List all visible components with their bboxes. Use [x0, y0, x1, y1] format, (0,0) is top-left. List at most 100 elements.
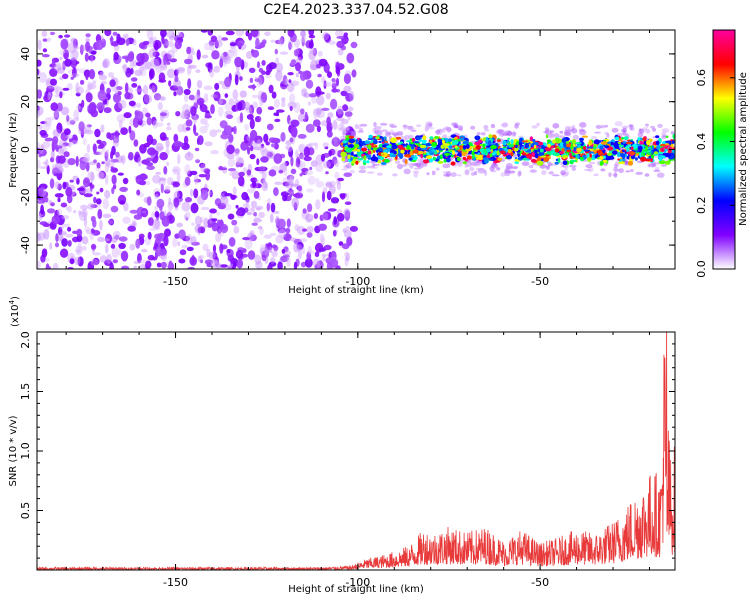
- spectrogram-noise-blob: [191, 222, 195, 226]
- spectrogram-signal-blob: [545, 147, 552, 152]
- spectrogram-signal-blob: [658, 160, 666, 165]
- spectrogram-halo-blob: [600, 168, 606, 172]
- spectrogram-noise-blob: [42, 38, 48, 42]
- spectrogram-noise-blob: [196, 49, 201, 60]
- spectrogram-noise-blob: [106, 253, 112, 265]
- spectrogram-noise-blob: [231, 219, 238, 226]
- spectrogram-noise-blob: [109, 79, 116, 88]
- spectrogram-halo-blob: [470, 125, 476, 130]
- spectrogram-signal-blob: [367, 137, 374, 140]
- spectrogram-noise-blob: [189, 51, 196, 56]
- spectrogram-noise-blob: [227, 49, 235, 59]
- spectrogram-noise-blob: [46, 165, 50, 175]
- spectrogram-noise-blob: [132, 39, 137, 46]
- spectrogram-signal-blob: [342, 140, 347, 144]
- spectrogram-halo-blob: [373, 122, 377, 127]
- spectrogram-signal-blob: [436, 144, 442, 148]
- spectrogram-signal-blob: [437, 138, 442, 144]
- spectrogram-noise-blob: [135, 238, 141, 249]
- spectrogram-noise-blob: [325, 171, 329, 175]
- spectrogram-halo-blob: [395, 160, 401, 165]
- spectrogram-noise-blob: [40, 121, 47, 125]
- spectrogram-noise-blob: [122, 216, 131, 224]
- spectrogram-noise-blob: [117, 99, 127, 110]
- spectrogram-noise-blob: [151, 58, 160, 70]
- spectrogram-noise-blob: [235, 249, 244, 259]
- spectrogram-noise-blob: [307, 203, 313, 213]
- spectrogram-noise-blob: [221, 37, 229, 41]
- spectrogram-noise-blob: [99, 187, 104, 193]
- spectrogram-noise-blob: [304, 111, 308, 121]
- spectrogram-noise-blob: [321, 120, 328, 127]
- spectrogram-signal-blob: [381, 152, 388, 158]
- spectrogram-signal-blob: [554, 148, 560, 153]
- spectrogram-noise-blob: [76, 234, 83, 242]
- spectrogram-noise-blob: [172, 168, 179, 173]
- y-tick-label: 20: [19, 95, 32, 109]
- spectrogram-noise-blob: [37, 105, 40, 112]
- spectrogram-noise-blob: [318, 223, 327, 231]
- spectrogram-signal-blob: [368, 134, 373, 139]
- spectrogram-noise-blob: [201, 104, 208, 113]
- spectrogram-noise-blob: [57, 183, 62, 191]
- spectrogram-noise-blob: [168, 260, 173, 269]
- spectrogram-noise-blob: [299, 71, 307, 82]
- spectrogram-noise-blob: [275, 70, 283, 82]
- spectrogram-noise-blob: [321, 212, 329, 221]
- spectrogram-noise-blob: [81, 245, 87, 251]
- spectrogram-noise-blob: [60, 202, 68, 208]
- spectrogram-noise-blob: [232, 89, 239, 100]
- spectrogram-halo-blob: [630, 126, 635, 131]
- spectrogram-noise-blob: [198, 174, 207, 178]
- spectrogram-noise-blob: [146, 39, 156, 48]
- spectrogram-noise-blob: [66, 134, 74, 140]
- spectrogram-noise-blob: [58, 226, 63, 235]
- spectrogram-signal-blob: [514, 147, 519, 152]
- spectrogram-noise-blob: [194, 178, 202, 183]
- spectrogram-signal-blob: [446, 157, 451, 163]
- spectrogram-noise-blob: [227, 157, 235, 167]
- spectrogram-signal-blob: [569, 152, 572, 156]
- x-tick-label: -50: [531, 275, 549, 288]
- spectrogram-signal-blob: [526, 158, 530, 161]
- spectrogram-noise-blob: [112, 231, 121, 240]
- spectrogram-noise-blob: [173, 133, 179, 143]
- spectrogram-noise-blob: [84, 52, 89, 62]
- spectrogram-halo-blob: [565, 171, 570, 176]
- spectrogram-noise-blob: [232, 186, 237, 195]
- spectrogram-halo-blob: [529, 169, 538, 173]
- spectrogram-noise-blob: [75, 82, 80, 93]
- spectrogram-noise-blob: [168, 80, 172, 87]
- spectrogram-noise-blob: [315, 107, 322, 115]
- spectrogram-noise-blob: [104, 157, 111, 167]
- spectrogram-halo-blob: [511, 166, 519, 170]
- spectrogram-noise-blob: [118, 236, 128, 242]
- spectrogram-signal-blob: [559, 151, 565, 155]
- spectrogram-signal-blob: [437, 160, 444, 164]
- spectrogram-noise-blob: [224, 193, 233, 197]
- spectrogram-halo-blob: [341, 168, 348, 171]
- spectrogram-noise-blob: [285, 180, 294, 189]
- spectrogram-noise-blob: [200, 30, 208, 33]
- spectrogram-halo-blob: [553, 133, 560, 138]
- spectrogram-noise-blob: [178, 229, 186, 240]
- spectrogram-noise-blob: [185, 234, 193, 244]
- spectrogram-noise-blob: [150, 36, 157, 41]
- spectrogram-noise-blob: [275, 62, 284, 73]
- spectrogram-noise-blob: [209, 129, 218, 138]
- spectrogram-signal-blob: [386, 145, 392, 149]
- spectrogram-noise-blob: [340, 193, 346, 200]
- spectrogram-signal-blob: [543, 156, 550, 163]
- spectrogram-noise-blob: [312, 258, 321, 269]
- spectrogram-noise-blob: [90, 171, 95, 183]
- spectrogram-noise-blob: [340, 119, 344, 131]
- spectrogram-halo-blob: [475, 167, 484, 171]
- spectrogram-signal-blob: [423, 151, 427, 154]
- spectrogram-halo-blob: [374, 126, 382, 130]
- spectrogram-noise-blob: [263, 234, 272, 239]
- spectrogram-signal-blob: [431, 149, 437, 152]
- spectrogram-noise-blob: [323, 244, 332, 251]
- spectrogram-signal-blob: [537, 141, 544, 146]
- spectrogram-noise-blob: [317, 50, 323, 57]
- spectrogram-noise-blob: [176, 86, 184, 96]
